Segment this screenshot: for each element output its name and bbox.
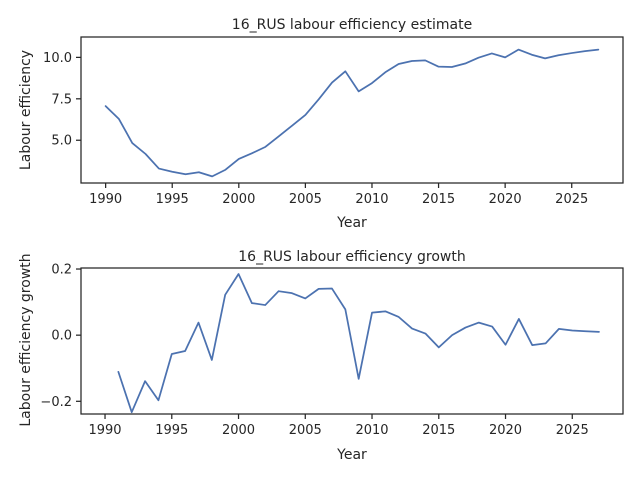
bottom-chart-panel: 16_RUS labour efficiency growth Labour e…: [18, 249, 624, 463]
bottom-chart-x-tick-label: 2015: [422, 423, 455, 438]
top-chart-y-tick-label: 5.0: [51, 134, 72, 149]
top-chart-x-tick-label: 1995: [156, 192, 189, 207]
top-chart-x-ticks: 1990 1995 2000 2005 2010 2015 2020 2025: [89, 183, 588, 207]
bottom-chart-xlabel: Year: [336, 447, 367, 463]
bottom-chart-x-tick-label: 2005: [289, 423, 322, 438]
bottom-chart-y-tick-label: 0.0: [51, 329, 72, 344]
top-chart-title: 16_RUS labour efficiency estimate: [232, 17, 472, 33]
bottom-chart-x-tick-label: 2025: [556, 423, 589, 438]
bottom-chart-y-tick-label: 0.2: [51, 263, 72, 278]
bottom-chart-ylabel: Labour efficiency growth: [18, 253, 34, 426]
bottom-chart-title: 16_RUS labour efficiency growth: [238, 249, 466, 265]
bottom-chart-y-ticks: −0.2 0.0 0.2: [40, 263, 81, 410]
top-chart-y-tick-label: 10.0: [43, 51, 72, 66]
bottom-chart-x-tick-label: 1995: [155, 423, 188, 438]
bottom-chart-x-tick-label: 2020: [489, 423, 522, 438]
top-chart-frame: [80, 36, 624, 184]
bottom-chart-frame: [80, 267, 624, 415]
top-chart-panel: 16_RUS labour efficiency estimate Labour…: [18, 17, 624, 231]
bottom-chart-series-line: [117, 273, 600, 414]
bottom-chart-x-tick-label: 2010: [355, 423, 388, 438]
top-chart-x-tick-label: 1990: [89, 192, 122, 207]
top-chart-x-tick-label: 2010: [355, 192, 388, 207]
top-chart-xlabel: Year: [336, 215, 367, 231]
top-chart-y-ticks: 5.0 7.5 10.0: [43, 51, 81, 149]
top-chart-ylabel: Labour efficiency: [18, 50, 34, 170]
top-chart-x-tick-label: 2005: [289, 192, 322, 207]
bottom-chart-x-ticks: 1990 1995 2000 2005 2010 2015 2020 2025: [88, 414, 589, 438]
top-chart-x-tick-label: 2015: [422, 192, 455, 207]
bottom-chart-x-tick-label: 1990: [88, 423, 121, 438]
top-chart-x-tick-label: 2020: [489, 192, 522, 207]
top-chart-y-tick-label: 7.5: [51, 92, 72, 107]
top-chart-series-line: [104, 48, 600, 178]
top-chart-x-tick-label: 2000: [222, 192, 255, 207]
bottom-chart-y-tick-label: −0.2: [40, 395, 72, 410]
bottom-chart-x-tick-label: 2000: [222, 423, 255, 438]
top-chart-x-tick-label: 2025: [555, 192, 588, 207]
